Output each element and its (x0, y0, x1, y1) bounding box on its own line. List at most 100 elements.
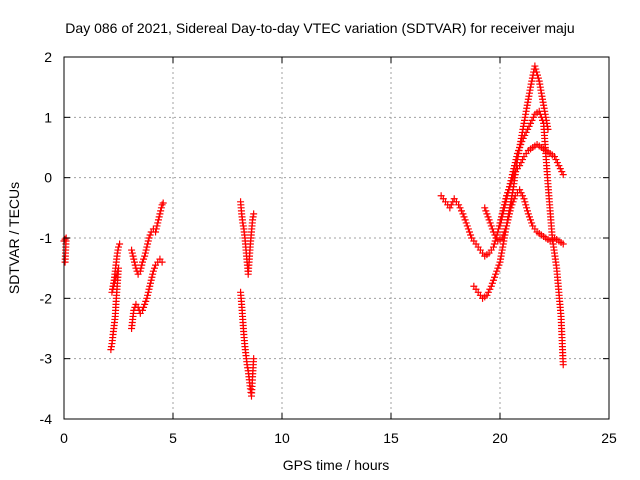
data-point (556, 165, 564, 173)
grid-layer (64, 57, 609, 419)
data-point (524, 125, 532, 133)
data-point (519, 134, 527, 142)
data-point (492, 270, 500, 278)
data-point (527, 216, 535, 224)
data-point (497, 219, 505, 227)
series-seg2 (107, 240, 124, 354)
data-point (459, 210, 467, 218)
y-tick-label: 1 (44, 109, 52, 125)
series-seg3 (128, 199, 167, 278)
data-point (520, 195, 528, 203)
data-point (504, 216, 512, 224)
data-point (149, 270, 157, 278)
data-point (140, 255, 148, 263)
data-point (131, 261, 139, 269)
data-point (464, 225, 472, 233)
data-point (498, 234, 506, 242)
data-point (499, 231, 507, 239)
data-point (521, 131, 529, 139)
y-tick-label: -2 (40, 290, 53, 306)
data-point (157, 204, 165, 212)
data-point (142, 246, 150, 254)
data-point (517, 140, 525, 148)
data-point (511, 162, 519, 170)
data-point (529, 113, 537, 121)
data-point (61, 258, 69, 266)
data-point (456, 204, 464, 212)
data-point (503, 195, 511, 203)
data-point (485, 216, 493, 224)
data-point (484, 213, 492, 221)
data-point (506, 180, 514, 188)
data-point (525, 213, 533, 221)
data-point (144, 291, 152, 299)
data-point (152, 225, 160, 233)
data-point (159, 199, 167, 207)
y-tick-label: -4 (40, 411, 53, 427)
y-tick-label: 2 (44, 49, 52, 65)
data-point (534, 74, 542, 82)
data-point (558, 168, 566, 176)
data-point (482, 207, 490, 215)
data-point (505, 183, 513, 191)
data-point (137, 264, 145, 272)
data-point (523, 207, 531, 215)
data-point (559, 240, 567, 248)
series-seg9 (496, 107, 567, 369)
data-point (506, 207, 514, 215)
data-point (146, 282, 154, 290)
data-point (553, 159, 561, 167)
data-point (516, 186, 524, 194)
data-point (508, 171, 516, 179)
data-point (496, 222, 504, 230)
data-point (513, 153, 521, 161)
x-tick-label: 20 (492, 430, 508, 446)
data-point (559, 361, 567, 369)
data-point (465, 228, 473, 236)
x-axis-label: GPS time / hours (283, 457, 390, 473)
data-point (505, 210, 513, 218)
data-point (486, 285, 494, 293)
data-point (491, 273, 499, 281)
data-point (144, 288, 152, 296)
data-point (488, 225, 496, 233)
data-point (513, 150, 521, 158)
data-point (528, 219, 536, 227)
data-point (551, 153, 558, 161)
data-point (158, 258, 166, 266)
series-seg10 (481, 186, 567, 248)
x-tick-label: 25 (601, 430, 617, 446)
x-tick-label: 10 (274, 430, 290, 446)
data-point (141, 252, 149, 260)
data-point (487, 222, 495, 230)
data-point (148, 273, 156, 281)
data-point (140, 303, 148, 311)
data-point (467, 231, 475, 239)
data-point (447, 201, 455, 209)
data-point (250, 210, 258, 218)
data-point (504, 189, 512, 197)
data-point (528, 116, 536, 124)
data-point (499, 210, 507, 218)
data-point (483, 291, 491, 299)
data-point (527, 83, 535, 91)
series-seg4 (128, 255, 166, 332)
data-point (146, 231, 154, 239)
data-point (250, 355, 258, 363)
points-layer (60, 62, 567, 400)
data-point (497, 216, 505, 224)
data-point (141, 249, 149, 257)
data-point (146, 279, 154, 287)
data-point (144, 240, 152, 248)
data-point (532, 65, 540, 73)
data-point (130, 258, 138, 266)
y-axis-label: SDTVAR / TECUs (6, 182, 22, 294)
data-point (516, 144, 524, 151)
data-point (460, 213, 468, 221)
x-tick-label: 15 (383, 430, 399, 446)
data-point (153, 222, 161, 230)
data-point (128, 249, 136, 257)
data-point (150, 264, 158, 272)
data-point (525, 122, 533, 130)
data-point (500, 204, 508, 212)
